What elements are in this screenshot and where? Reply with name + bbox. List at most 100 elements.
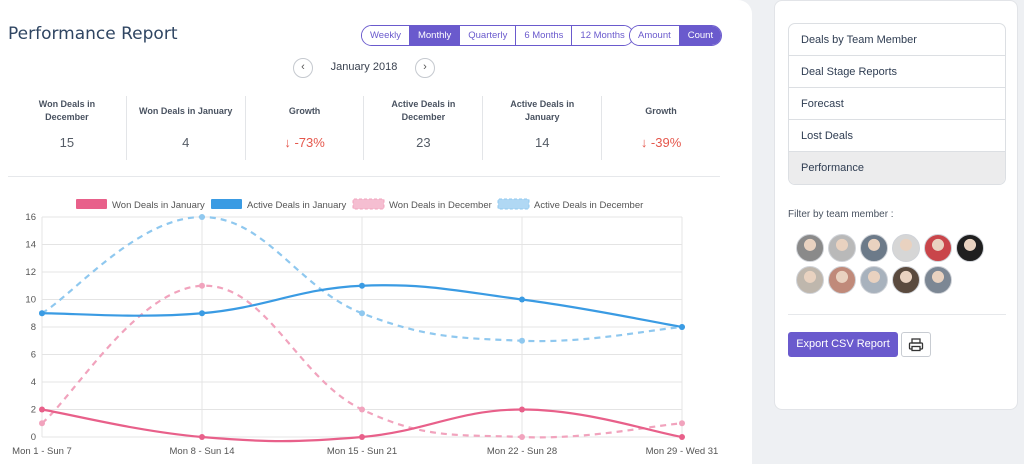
stat-label: Growth <box>288 105 321 116</box>
stat-value: ↓ -73% <box>284 135 325 150</box>
data-point <box>359 434 365 440</box>
stats-row: Won Deals in December 15 Won Deals in Janu… <box>8 96 720 166</box>
filter-label: Filter by team member : <box>788 209 894 220</box>
data-point <box>359 310 365 317</box>
report-item-deal-stage-reports[interactable]: Deal Stage Reports <box>789 56 1005 88</box>
stat-label: Won Deals in December <box>38 99 96 122</box>
avatar[interactable] <box>828 234 856 262</box>
stat-value: 15 <box>59 135 75 150</box>
y-tick-label: 14 <box>25 240 36 251</box>
stat-label: Growth <box>645 105 677 116</box>
report-item-forecast[interactable]: Forecast <box>789 88 1005 120</box>
report-list: Deals by Team Member Deal Stage Reports Fo… <box>788 23 1006 185</box>
chevron-left-icon[interactable]: ‹ <box>293 58 313 78</box>
legend-swatch <box>76 199 107 209</box>
chevron-right-icon[interactable]: › <box>415 58 435 78</box>
legend-swatch <box>211 199 242 209</box>
avatar[interactable] <box>924 234 952 262</box>
stat-card: Active Deals in December 23 <box>364 96 484 160</box>
print-button[interactable] <box>901 332 931 357</box>
stat-card: Growth ↓ -39% <box>602 96 720 160</box>
metric-tabs: Amount Count <box>629 25 723 46</box>
x-tick-label: Mon 22 - Sun 28 <box>487 446 557 457</box>
page-title: Performance Report <box>8 24 178 44</box>
y-tick-label: 10 <box>25 295 36 306</box>
stat-card: Active Deals in January 14 <box>483 96 603 160</box>
data-point <box>519 296 525 303</box>
avatar[interactable] <box>796 234 824 262</box>
y-tick-label: 4 <box>31 377 36 388</box>
avatar[interactable] <box>892 234 920 262</box>
divider <box>8 176 720 177</box>
stat-value: 4 <box>182 135 190 150</box>
data-point <box>39 406 45 413</box>
legend-label: Active Deals in December <box>534 200 643 211</box>
report-item-deals-by-team-member[interactable]: Deals by Team Member <box>789 24 1005 56</box>
y-tick-label: 12 <box>25 267 36 278</box>
data-point <box>519 337 525 344</box>
avatar[interactable] <box>828 266 856 294</box>
x-tick-label: Mon 8 - Sun 14 <box>170 446 235 457</box>
legend-swatch <box>497 198 530 210</box>
stat-label: Won Deals in January <box>139 105 233 116</box>
x-tick-label: Mon 15 - Sun 21 <box>327 446 397 457</box>
stat-value: 23 <box>416 135 431 150</box>
printer-icon <box>908 338 924 352</box>
report-panel: Performance Report Weekly Monthly Quarterl… <box>0 0 752 464</box>
period-navigator: ‹ January 2018 › <box>293 58 435 80</box>
stat-label: Active Deals in January <box>510 99 575 122</box>
stat-card: Won Deals in January 4 <box>127 96 246 160</box>
y-tick-label: 6 <box>31 350 36 361</box>
data-point <box>199 310 205 317</box>
report-item-performance[interactable]: Performance <box>789 152 1005 184</box>
tab-quarterly[interactable]: Quarterly <box>460 26 517 45</box>
data-point <box>679 420 685 427</box>
data-point <box>199 434 205 440</box>
data-point <box>199 214 205 220</box>
legend-swatch <box>352 198 385 210</box>
tab-monthly[interactable]: Monthly <box>409 26 461 45</box>
data-point <box>39 310 45 317</box>
data-point <box>519 434 525 440</box>
export-csv-button[interactable]: Export CSV Report <box>788 332 898 357</box>
avatar[interactable] <box>924 266 952 294</box>
y-tick-label: 2 <box>31 405 36 416</box>
series-line <box>41 284 683 439</box>
period-label: January 2018 <box>330 61 398 73</box>
y-tick-label: 8 <box>31 322 36 333</box>
data-point <box>39 420 45 427</box>
avatar[interactable] <box>860 266 888 294</box>
stat-card: Won Deals in December 15 <box>8 96 127 160</box>
performance-chart: 0 2 4 6 8 10 12 14 16 Mon 1 - Sun 7 Mon 8 - Sun 14… <box>12 198 719 457</box>
legend-label: Active Deals in January <box>247 200 347 211</box>
series-line <box>41 215 683 343</box>
y-tick-label: 16 <box>25 212 36 223</box>
data-point <box>519 406 525 413</box>
stat-value: 14 <box>534 135 550 150</box>
x-tick-label: Mon 1 - Sun 7 <box>12 446 72 457</box>
stat-value: ↓ -39% <box>640 135 682 150</box>
avatar[interactable] <box>892 266 920 294</box>
x-tick-label: Mon 29 - Wed 31 <box>646 446 719 457</box>
avatar[interactable] <box>860 234 888 262</box>
stat-label: Active Deals in December <box>391 99 456 122</box>
data-point <box>199 282 205 289</box>
tab-count[interactable]: Count <box>679 26 722 45</box>
report-item-lost-deals[interactable]: Lost Deals <box>789 120 1005 152</box>
legend-label: Won Deals in December <box>389 200 492 211</box>
y-tick-label: 0 <box>31 432 36 443</box>
avatar[interactable] <box>956 234 984 262</box>
tab-12-months[interactable]: 12 Months <box>572 26 633 45</box>
data-point <box>359 406 365 413</box>
tab-6-months[interactable]: 6 Months <box>516 26 573 45</box>
legend-label: Won Deals in January <box>112 200 205 211</box>
data-point <box>679 434 685 440</box>
data-point <box>359 282 365 289</box>
avatar[interactable] <box>796 266 824 294</box>
tab-weekly[interactable]: Weekly <box>362 26 410 45</box>
stat-card: Growth ↓ -73% <box>246 96 365 160</box>
tab-amount[interactable]: Amount <box>630 26 680 45</box>
divider <box>788 314 1006 315</box>
data-point <box>679 324 685 330</box>
period-tabs: Weekly Monthly Quarterly 6 Months 12 Months <box>361 25 634 46</box>
